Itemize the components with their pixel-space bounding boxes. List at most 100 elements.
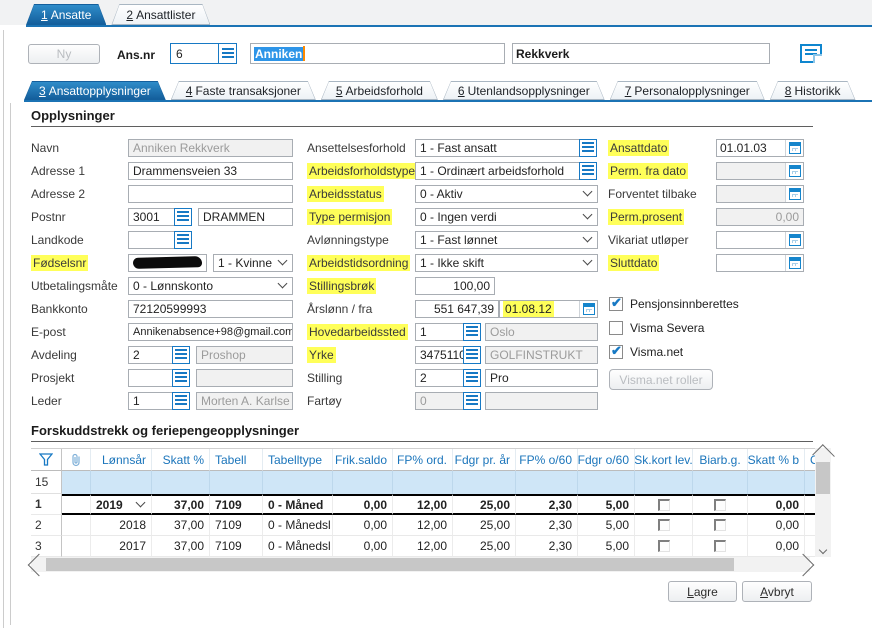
table-cell[interactable]: 7109 [210, 494, 263, 515]
attachment-header-cell[interactable] [62, 449, 91, 471]
filter-cell[interactable] [635, 471, 693, 494]
table-cell[interactable]: 2017 [91, 536, 152, 557]
new-employee-button[interactable]: Ny [28, 44, 100, 64]
vertical-scroll-thumb[interactable] [816, 462, 830, 494]
table-cell[interactable]: 25,00 [453, 536, 516, 557]
column-header[interactable]: FP% o/60 [516, 449, 578, 471]
adresse2-input[interactable] [128, 184, 293, 203]
table-cell[interactable]: 0 - Månedsl [263, 536, 333, 557]
attachment-cell[interactable] [62, 536, 91, 557]
tab-utenlandsopplysninger[interactable]: 6 Utenlandsopplysninger [443, 81, 605, 100]
table-cell[interactable]: 37,00 [152, 536, 210, 557]
vikariat-calendar-button[interactable] [785, 231, 803, 248]
arbeidstidsordning-select[interactable]: 1 - Ikke skift [415, 253, 598, 272]
fartoy-lookup-button[interactable] [463, 391, 481, 410]
avdeling-input[interactable]: 2 [128, 345, 172, 364]
permfradato-field[interactable] [716, 161, 804, 180]
table-cell[interactable]: 0,00 [748, 536, 805, 557]
table-cell[interactable]: 5,00 [578, 494, 635, 515]
tab-ansatte[interactable]: 1 Ansatte [26, 4, 106, 25]
tab-ansattopplysninger[interactable]: 3 Ansattopplysninger [24, 81, 166, 100]
table-cell[interactable]: 0 - Månedsl [263, 515, 333, 536]
ansnr-lookup-button[interactable] [218, 44, 236, 63]
table-cell[interactable] [635, 515, 693, 536]
column-header[interactable]: Biarb.g. [693, 449, 748, 471]
epost-input[interactable]: Annikenabsence+98@gmail.com [128, 322, 293, 341]
table-cell[interactable] [693, 494, 748, 515]
filter-cell[interactable] [333, 471, 393, 494]
grid-checkbox[interactable] [714, 540, 726, 552]
cancel-button[interactable]: Avbryt [742, 581, 812, 602]
stilling-input[interactable]: 2 [415, 368, 463, 387]
leder-input[interactable]: 1 [128, 391, 172, 410]
arslonn-calendar-button[interactable] [579, 300, 597, 317]
filter-cell[interactable] [453, 471, 516, 494]
table-cell[interactable]: 0,00 [748, 494, 805, 515]
filter-cell[interactable] [210, 471, 263, 494]
arbeidsstatus-select[interactable]: 0 - Aktiv [415, 184, 598, 203]
column-header[interactable]: Tabell [210, 449, 263, 471]
grid-checkbox[interactable] [657, 519, 670, 531]
column-header[interactable]: Fdgr pr. år [453, 449, 516, 471]
save-button[interactable]: Lagre [668, 581, 737, 602]
filter-cell[interactable] [91, 471, 152, 494]
vismanet-checkbox[interactable] [609, 343, 623, 359]
scroll-right-button[interactable] [791, 553, 814, 576]
scroll-down-button[interactable] [815, 543, 831, 557]
checkbox-row-severa[interactable]: Visma Severa [609, 316, 739, 340]
notes-icon[interactable] [800, 44, 822, 63]
stilling-lookup-button[interactable] [463, 368, 481, 387]
arbeidsforholdstype-input[interactable]: 1 - Ordinært arbeidsforhold [415, 161, 579, 180]
column-header[interactable]: Frik.saldo [333, 449, 393, 471]
ansnr-lookup-field[interactable]: 6 [170, 43, 237, 64]
ansattdato-value[interactable]: 01.01.03 [720, 140, 767, 155]
filter-cell[interactable] [693, 471, 748, 494]
table-cell[interactable]: 37,00 [152, 515, 210, 536]
column-header[interactable]: Tabelltype [263, 449, 333, 471]
column-header[interactable]: Fdgr o/60 [578, 449, 635, 471]
table-horizontal-scrollbar[interactable] [27, 553, 814, 576]
horizontal-scroll-thumb[interactable] [46, 558, 734, 571]
tab-arbeidsforhold[interactable]: 5 Arbeidsforhold [321, 81, 438, 100]
arbeidsforholdstype-lookup-button[interactable] [579, 161, 597, 180]
bankkonto-input[interactable]: 72120599993 [128, 299, 293, 318]
table-cell[interactable] [693, 515, 748, 536]
sluttdato-field[interactable] [716, 253, 804, 272]
table-cell[interactable]: 25,00 [453, 515, 516, 536]
table-cell[interactable]: 12,00 [393, 515, 453, 536]
avdeling-lookup-button[interactable] [172, 345, 190, 364]
leder-lookup-button[interactable] [172, 391, 190, 410]
checkbox-row-pensjon[interactable]: Pensjonsinnberettes [609, 292, 739, 316]
table-cell[interactable]: 7109 [210, 515, 263, 536]
permfradato-calendar-button[interactable] [785, 162, 803, 179]
chevron-down-icon[interactable] [135, 497, 146, 507]
table-cell[interactable]: 2,30 [516, 515, 578, 536]
scroll-up-button[interactable] [811, 443, 835, 467]
fartoy-input[interactable]: 0 [415, 391, 463, 410]
hovedarbeidssted-input[interactable]: 1 [415, 322, 463, 341]
tab-faste-transaksjoner[interactable]: 4 Faste transaksjoner [171, 81, 316, 100]
sluttdato-value[interactable] [717, 255, 785, 271]
grid-checkbox[interactable] [714, 519, 726, 531]
table-cell[interactable]: 0,00 [333, 494, 393, 515]
table-cell[interactable]: 2,30 [516, 494, 578, 515]
prosjekt-lookup-button[interactable] [172, 368, 190, 387]
table-cell[interactable]: 37,00 [152, 494, 210, 515]
table-cell[interactable]: 0 - Måned [263, 494, 333, 515]
ansattdato-field[interactable]: 01.01.03 [716, 138, 804, 157]
column-header[interactable]: Sk.kort lev. [635, 449, 693, 471]
grid-checkbox[interactable] [657, 498, 670, 511]
firstname-field[interactable]: Anniken [250, 43, 505, 64]
poststed-input[interactable]: DRAMMEN [198, 207, 293, 226]
prosjekt-input[interactable] [128, 368, 172, 387]
column-header[interactable]: FP% ord. [393, 449, 453, 471]
hovedarbeidssted-lookup-button[interactable] [463, 322, 481, 341]
stillingsbrok-input[interactable]: 100,00 [415, 276, 495, 295]
navn-input[interactable]: Anniken Rekkverk [128, 138, 293, 157]
lastname-field[interactable]: Rekkverk [512, 43, 770, 64]
utbetalingsmate-select[interactable]: 0 - Lønnskonto [128, 276, 293, 295]
filter-cell[interactable] [393, 471, 453, 494]
yrke-input[interactable]: 3475110 [415, 345, 463, 364]
row-number-cell[interactable]: 2 [31, 515, 62, 536]
forventet-calendar-button[interactable] [785, 185, 803, 202]
